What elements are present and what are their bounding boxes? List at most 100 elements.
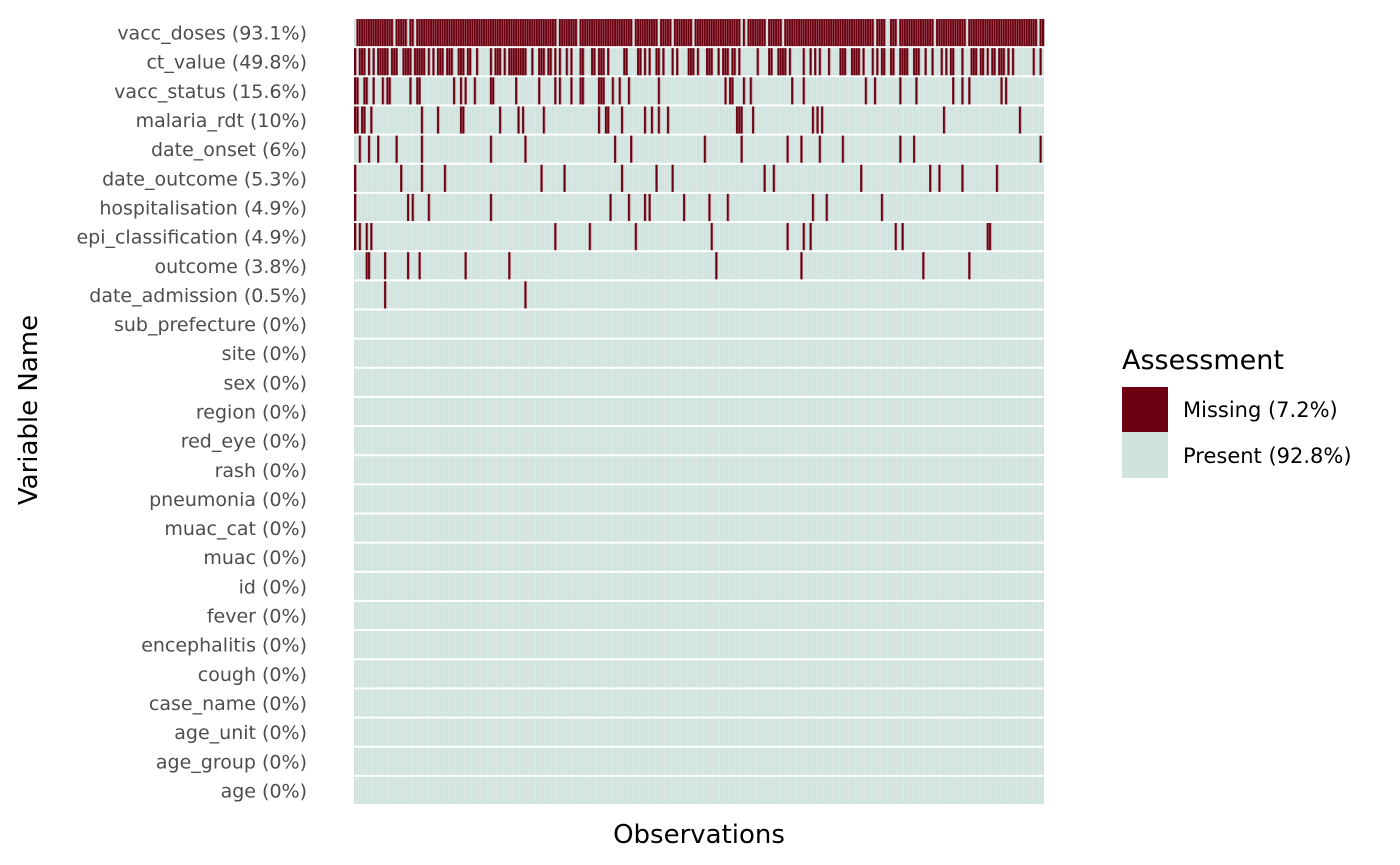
- missing-cell: [738, 106, 741, 134]
- y-tick-label: id (0%): [239, 576, 307, 598]
- missing-cell: [945, 19, 948, 47]
- legend-label-missing: Missing (7.2%): [1183, 398, 1338, 422]
- missing-cell: [360, 106, 364, 134]
- missing-cell: [508, 48, 511, 76]
- missing-cell: [395, 135, 398, 163]
- missing-cell: [531, 19, 534, 47]
- missing-cell: [779, 48, 783, 76]
- missing-cell: [406, 48, 410, 76]
- missing-cell: [611, 77, 615, 105]
- missing-cell: [952, 19, 955, 47]
- missing-cell: [625, 19, 628, 47]
- missing-cell: [489, 193, 493, 222]
- missing-cell: [1007, 48, 1010, 76]
- missing-cell: [462, 48, 465, 76]
- missing-cell: [558, 19, 562, 47]
- missing-cell: [722, 48, 725, 76]
- missing-cell: [466, 19, 470, 47]
- missing-cell: [363, 48, 366, 76]
- missing-cell: [860, 164, 863, 192]
- missing-cell: [777, 19, 780, 47]
- missing-cell: [912, 48, 916, 76]
- missing-cell: [963, 19, 967, 47]
- missing-cell: [728, 19, 732, 47]
- missing-cell: [457, 19, 461, 47]
- missing-cell: [365, 252, 369, 280]
- missing-cell: [459, 106, 463, 134]
- missing-cell: [772, 164, 776, 192]
- missing-cell: [666, 19, 670, 47]
- missing-cell: [367, 48, 371, 76]
- missing-cell: [411, 193, 415, 222]
- missing-cell: [358, 19, 362, 47]
- missing-cell: [841, 135, 845, 163]
- missing-cell: [404, 19, 408, 47]
- missing-cell: [356, 77, 359, 105]
- missing-cell: [938, 19, 941, 47]
- missing-cell: [354, 48, 357, 76]
- missing-cell: [1034, 19, 1038, 47]
- missing-cell: [354, 193, 357, 222]
- missing-cell: [866, 19, 870, 47]
- y-tick-label: epi_classification (4.9%): [76, 227, 307, 249]
- missing-cell: [597, 106, 601, 134]
- missing-cell: [590, 19, 594, 47]
- missing-cell: [464, 252, 467, 280]
- missing-cell: [535, 19, 539, 47]
- missing-cell: [450, 19, 454, 47]
- missing-cell: [354, 77, 357, 105]
- missing-cell: [853, 48, 856, 76]
- missing-cell: [372, 19, 375, 47]
- missing-cell: [694, 19, 697, 47]
- missing-cell: [915, 19, 918, 47]
- missing-cell: [931, 19, 934, 47]
- missing-cell: [436, 106, 440, 134]
- missing-cell: [676, 19, 679, 47]
- missing-cell: [627, 77, 631, 105]
- missing-cell: [940, 19, 944, 47]
- missing-cell: [791, 77, 794, 105]
- missing-cell: [565, 48, 569, 76]
- missing-cell: [390, 19, 394, 47]
- missing-cell: [942, 19, 946, 47]
- missing-cell: [768, 19, 771, 47]
- missing-cell: [554, 77, 557, 105]
- missing-cell: [655, 164, 658, 192]
- missing-cell: [616, 19, 619, 47]
- missing-cell: [515, 77, 518, 105]
- missing-cell: [593, 48, 596, 76]
- missing-cell: [701, 19, 704, 47]
- missing-cell: [722, 19, 725, 47]
- missing-cell: [354, 106, 357, 134]
- missing-cell: [542, 48, 546, 76]
- missing-cell: [830, 19, 833, 47]
- missing-cell: [404, 48, 408, 76]
- missing-cell: [731, 19, 734, 47]
- missing-cell: [800, 252, 803, 280]
- missing-cell: [648, 19, 651, 47]
- missing-cell: [538, 19, 541, 47]
- missing-cell: [441, 48, 444, 76]
- missing-cell: [912, 135, 916, 163]
- missing-cell: [793, 19, 796, 47]
- missing-cell: [446, 48, 449, 76]
- missing-cell: [972, 19, 976, 47]
- missing-cell: [910, 19, 914, 47]
- missing-cell: [636, 48, 640, 76]
- missing-cell: [418, 252, 421, 280]
- missing-cell: [1004, 77, 1008, 105]
- missing-cell: [784, 19, 787, 47]
- missing-cell: [354, 164, 357, 192]
- missing-cell: [528, 19, 532, 47]
- missing-cell: [740, 135, 743, 163]
- missing-cell: [724, 77, 727, 105]
- missing-cell: [733, 19, 737, 47]
- missing-cell: [1023, 19, 1026, 47]
- missing-cell: [899, 135, 902, 163]
- missing-cell: [843, 19, 847, 47]
- missing-cell: [1018, 19, 1022, 47]
- missing-cell: [416, 77, 419, 105]
- missing-cell: [423, 19, 426, 47]
- missing-cell: [650, 106, 654, 134]
- missing-cell: [758, 19, 762, 47]
